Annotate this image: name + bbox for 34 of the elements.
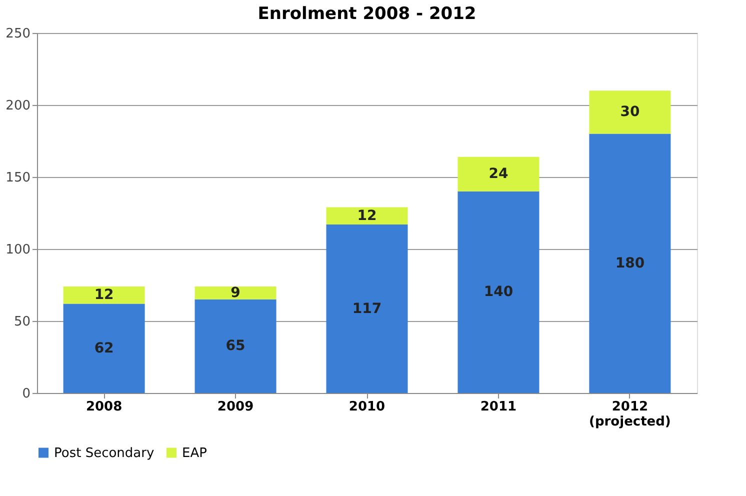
legend-label: EAP: [182, 446, 208, 461]
y-tick-label: 200: [6, 98, 30, 114]
data-label: 117: [352, 300, 382, 317]
chart-title: Enrolment 2008 - 2012: [258, 4, 476, 24]
bar: [458, 156, 540, 192]
y-tick-label: 250: [6, 26, 30, 42]
y-tick-label: 50: [14, 314, 30, 330]
data-label: 30: [620, 104, 640, 120]
bar: [194, 286, 276, 300]
x-tick-label: 2010: [348, 400, 386, 414]
y-tick-label: 100: [6, 242, 30, 258]
bar: [194, 299, 276, 393]
x-tick-label: 2008: [86, 400, 122, 414]
y-tick-label: 150: [6, 170, 30, 186]
y-tick-label: 0: [22, 386, 30, 402]
data-label: 9: [230, 284, 240, 301]
bar: [326, 207, 408, 225]
bar: [63, 304, 145, 393]
x-tick-label: 2009: [217, 400, 254, 414]
data-label: 12: [357, 208, 377, 224]
legend-label: Post Secondary: [54, 446, 154, 461]
data-label: 140: [484, 284, 514, 300]
x-tick-label: 2012 (projected): [589, 400, 671, 430]
bar: [589, 90, 671, 134]
data-label: 24: [488, 166, 508, 182]
data-label: 180: [615, 255, 645, 272]
bar: [326, 224, 408, 393]
data-label: 62: [94, 340, 114, 356]
data-label: 65: [226, 338, 246, 354]
x-tick-label: 2011: [480, 400, 517, 414]
bar: [458, 191, 540, 393]
bar: [589, 134, 671, 393]
data-label: 12: [94, 287, 114, 304]
bar: [63, 286, 145, 304]
